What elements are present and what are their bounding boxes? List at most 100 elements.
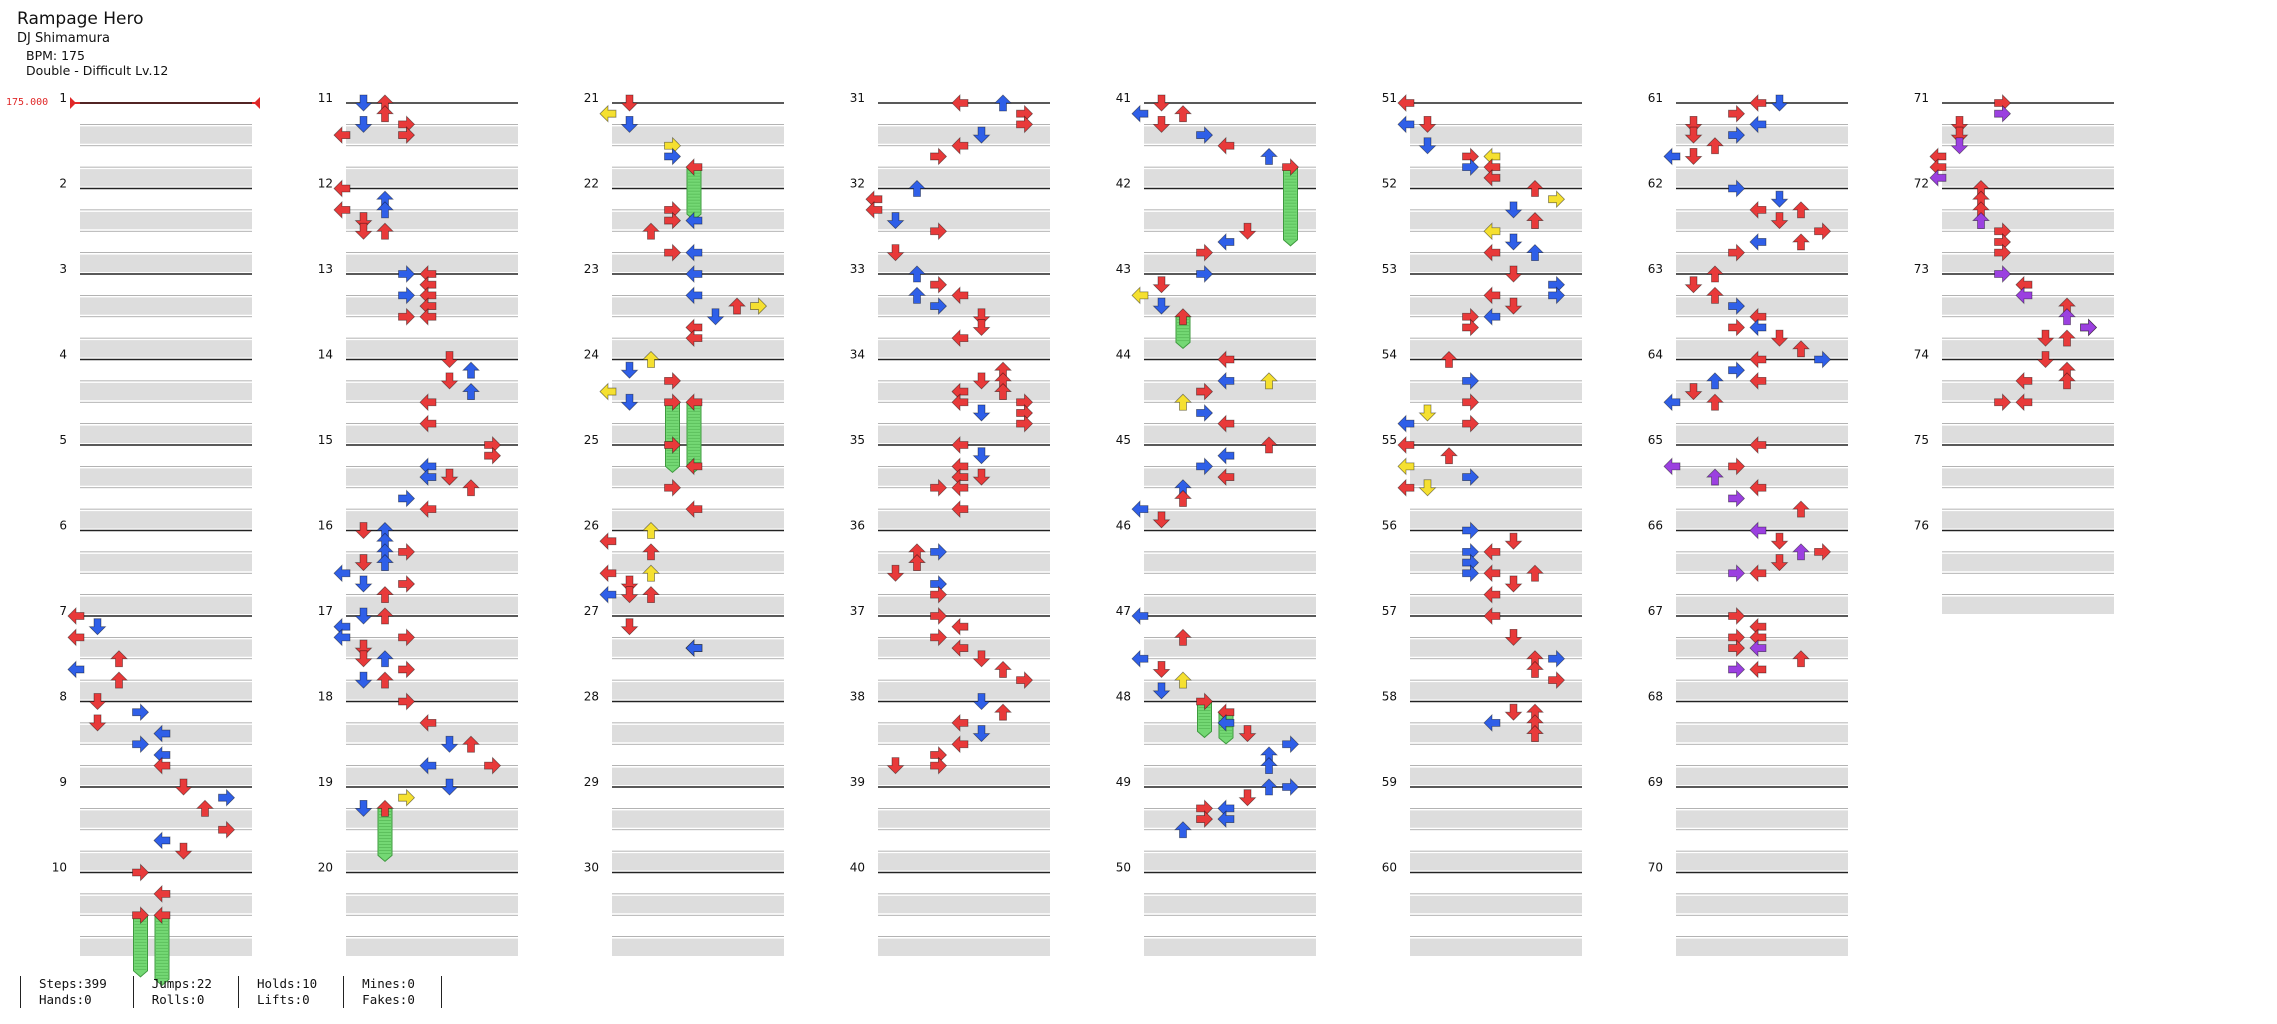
arrow-left-icon bbox=[1217, 810, 1235, 829]
measure-48: 48 bbox=[1116, 690, 1316, 785]
measure-57: 57 bbox=[1382, 604, 1582, 700]
arrow-down-icon bbox=[1152, 682, 1171, 700]
arrow-left-icon bbox=[685, 211, 703, 230]
arrow-left-icon bbox=[1749, 371, 1767, 390]
stat-holds: Holds:10 bbox=[256, 976, 318, 991]
arrow-right-icon bbox=[1814, 222, 1832, 241]
measure-76: 76 bbox=[1914, 519, 2114, 614]
measure-number: 72 bbox=[1914, 177, 1929, 191]
arrow-left-icon bbox=[951, 329, 969, 348]
beat-row-shade bbox=[612, 895, 784, 914]
measure-number: 12 bbox=[318, 177, 333, 191]
arrow-left-icon bbox=[599, 532, 617, 551]
arrow-left-icon bbox=[2015, 393, 2033, 412]
measure-44: 44 bbox=[1116, 348, 1316, 443]
arrow-up-icon bbox=[1792, 233, 1810, 251]
arrow-up-icon bbox=[1792, 650, 1810, 668]
arrow-down-icon bbox=[354, 799, 373, 817]
measure-number: 29 bbox=[584, 775, 599, 789]
arrow-down-icon bbox=[354, 607, 373, 625]
measure-66: 66 bbox=[1648, 519, 1848, 614]
measure-42: 42 bbox=[1116, 177, 1316, 272]
arrow-down-icon bbox=[440, 468, 459, 486]
arrow-left-icon bbox=[1749, 521, 1767, 540]
arrow-right-icon bbox=[1196, 692, 1214, 711]
arrow-up-icon bbox=[1526, 564, 1544, 582]
arrow-right-icon bbox=[1994, 393, 2012, 412]
measure-number: 18 bbox=[318, 690, 333, 704]
arrow-right-icon bbox=[1016, 414, 1034, 433]
beat-row-shade bbox=[1942, 211, 2114, 230]
measure-1: 1 bbox=[59, 91, 252, 187]
measure-number: 34 bbox=[850, 348, 865, 362]
measure-number: 71 bbox=[1914, 91, 1929, 105]
beat-row-shade bbox=[80, 853, 252, 871]
arrow-right-icon bbox=[132, 863, 150, 882]
measure-60: 60 bbox=[1382, 861, 1582, 956]
arrow-left-icon bbox=[1217, 414, 1235, 433]
arrow-down-icon bbox=[354, 115, 373, 133]
arrow-left-icon bbox=[1929, 168, 1947, 187]
arrow-right-icon bbox=[1196, 265, 1214, 283]
arrow-left-icon bbox=[1483, 607, 1501, 625]
beat-row-shade bbox=[346, 254, 518, 272]
arrow-up-icon bbox=[462, 479, 480, 497]
arrow-left-icon bbox=[2015, 371, 2033, 390]
arrow-left-icon bbox=[1749, 318, 1767, 337]
measure-number: 59 bbox=[1382, 775, 1397, 789]
arrow-right-icon bbox=[398, 788, 416, 807]
beat-row-shade bbox=[1676, 895, 1848, 914]
chart-header: Rampage Hero DJ Shimamura BPM: 175 Doubl… bbox=[17, 8, 168, 78]
measure-37: 37 bbox=[850, 604, 1050, 700]
arrow-left-icon bbox=[685, 158, 703, 177]
arrow-right-icon bbox=[1282, 735, 1300, 754]
arrow-right-icon bbox=[132, 735, 150, 754]
arrow-right-icon bbox=[484, 446, 502, 465]
arrow-down-icon bbox=[972, 468, 991, 486]
arrow-left-icon bbox=[2015, 286, 2033, 305]
measure-number: 3 bbox=[59, 262, 67, 276]
beat-row-shade bbox=[1676, 853, 1848, 871]
arrow-left-icon bbox=[1483, 243, 1501, 262]
measure-72: 72 bbox=[1914, 177, 2114, 272]
arrow-left-icon bbox=[1749, 660, 1767, 679]
arrow-left-icon bbox=[599, 564, 617, 583]
measure-20: 20 bbox=[318, 861, 518, 956]
arrow-up-icon bbox=[376, 607, 394, 625]
arrow-left-icon bbox=[153, 906, 171, 925]
beat-row-shade bbox=[1942, 382, 2114, 401]
arrow-left-icon bbox=[153, 831, 171, 850]
arrow-right-icon bbox=[398, 660, 416, 679]
measure-63: 63 bbox=[1648, 262, 1848, 358]
measure-number: 13 bbox=[318, 262, 333, 276]
beat-row-shade bbox=[1676, 767, 1848, 785]
beat-row-shade bbox=[346, 511, 518, 529]
arrow-right-icon bbox=[1462, 393, 1480, 412]
measure-number: 58 bbox=[1382, 690, 1397, 704]
beat-row-shade bbox=[1144, 938, 1316, 956]
arrow-down-icon bbox=[972, 725, 991, 743]
arrow-down-icon bbox=[620, 393, 639, 411]
arrow-right-icon bbox=[218, 820, 236, 839]
arrow-down-icon bbox=[354, 639, 373, 657]
arrow-down-icon bbox=[1238, 222, 1257, 240]
measure-number: 61 bbox=[1648, 91, 1663, 105]
stat-rolls: Rolls:0 bbox=[151, 992, 205, 1007]
beat-row-shade bbox=[878, 169, 1050, 187]
arrow-right-icon bbox=[1462, 158, 1480, 177]
measure-69: 69 bbox=[1648, 775, 1848, 871]
arrow-down-icon bbox=[1152, 115, 1171, 133]
arrow-up-icon bbox=[908, 179, 926, 197]
arrow-right-icon bbox=[930, 585, 948, 604]
arrow-left-icon bbox=[951, 136, 969, 155]
measure-68: 68 bbox=[1648, 690, 1848, 785]
beat-row-shade bbox=[1144, 297, 1316, 315]
measure-number: 75 bbox=[1914, 433, 1929, 447]
bpm-marker-right-icon bbox=[254, 97, 260, 109]
beat-row-shade bbox=[1676, 511, 1848, 529]
arrow-right-icon bbox=[1728, 639, 1746, 658]
measure-70: 70 bbox=[1648, 861, 1848, 956]
arrow-down-icon bbox=[1238, 789, 1257, 807]
arrow-up-icon bbox=[994, 660, 1012, 678]
